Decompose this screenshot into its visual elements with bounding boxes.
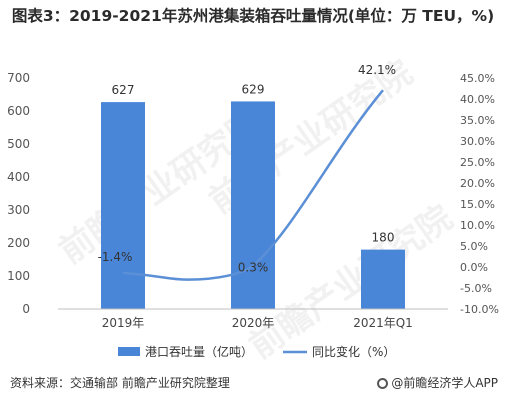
bar-series — [101, 101, 405, 310]
line-value-label: 42.1% — [358, 63, 396, 77]
source-note: 资料来源：交通输部 前瞻产业研究院整理 — [10, 376, 230, 390]
brand-name: @前瞻经济学人APP — [391, 376, 498, 390]
left-tick-label: 400 — [7, 170, 30, 184]
right-tick-label: 5.0% — [460, 240, 488, 253]
brand-logo-icon — [377, 378, 389, 389]
chart-title-text: 图表3：2019-2021年苏州港集装箱吞吐量情况(单位：万 TEU，%) — [11, 7, 495, 25]
legend: 港口吞吐量（亿吨） 同比变化（%） — [118, 344, 395, 359]
bar-value-label: 627 — [112, 83, 135, 97]
x-axis-labels: 2019年 2020年 2021年Q1 — [102, 316, 413, 330]
right-tick-label: 30.0% — [460, 135, 495, 148]
data-labels: 627 629 180 -1.4% 0.3% 42.1% — [98, 63, 396, 275]
line-series — [122, 89, 384, 281]
right-tick-label: 40.0% — [460, 93, 495, 106]
line-value-label: -1.4% — [98, 250, 133, 264]
right-axis-ticks: 45.0% 40.0% 35.0% 30.0% 25.0% 20.0% 15.0% 10.0%… — [460, 72, 499, 316]
left-axis-ticks: 700 600 500 400 300 200 100 0 — [7, 71, 30, 316]
brand: @前瞻经济学人APP — [377, 374, 498, 391]
line-value-label: 0.3% — [238, 261, 269, 275]
legend-bar-swatch — [118, 347, 140, 356]
x-tick-label: 2020年 — [232, 316, 275, 330]
left-tick-label: 300 — [7, 203, 30, 217]
left-tick-label: 600 — [7, 104, 30, 118]
left-tick-label: 200 — [7, 236, 30, 250]
right-tick-label: 15.0% — [460, 198, 495, 211]
x-tick-label: 2019年 — [102, 316, 145, 330]
right-tick-label: 20.0% — [460, 177, 495, 190]
left-tick-label: 500 — [7, 137, 30, 151]
bar-3 — [361, 249, 405, 309]
bar-value-label: 180 — [372, 231, 395, 245]
right-tick-label: -10.0% — [460, 303, 499, 316]
legend-bar-label: 港口吞吐量（亿吨） — [145, 344, 253, 359]
right-tick-label: -5.0% — [460, 282, 492, 295]
x-tick-label: 2021年Q1 — [353, 316, 413, 330]
chart-title: 图表3：2019-2021年苏州港集装箱吞吐量情况(单位：万 TEU，%) — [0, 6, 506, 27]
bar-2 — [231, 101, 275, 310]
left-tick-label: 700 — [7, 71, 30, 85]
right-tick-label: 45.0% — [460, 72, 495, 85]
left-tick-label: 0 — [22, 302, 30, 316]
bar-value-label: 629 — [242, 82, 265, 96]
right-tick-label: 10.0% — [460, 219, 495, 232]
left-tick-label: 100 — [7, 269, 30, 283]
right-tick-label: 35.0% — [460, 114, 495, 127]
bar-1 — [101, 102, 145, 309]
right-tick-label: 0.0% — [460, 261, 488, 274]
legend-line-label: 同比变化（%） — [312, 344, 395, 359]
right-tick-label: 25.0% — [460, 156, 495, 169]
